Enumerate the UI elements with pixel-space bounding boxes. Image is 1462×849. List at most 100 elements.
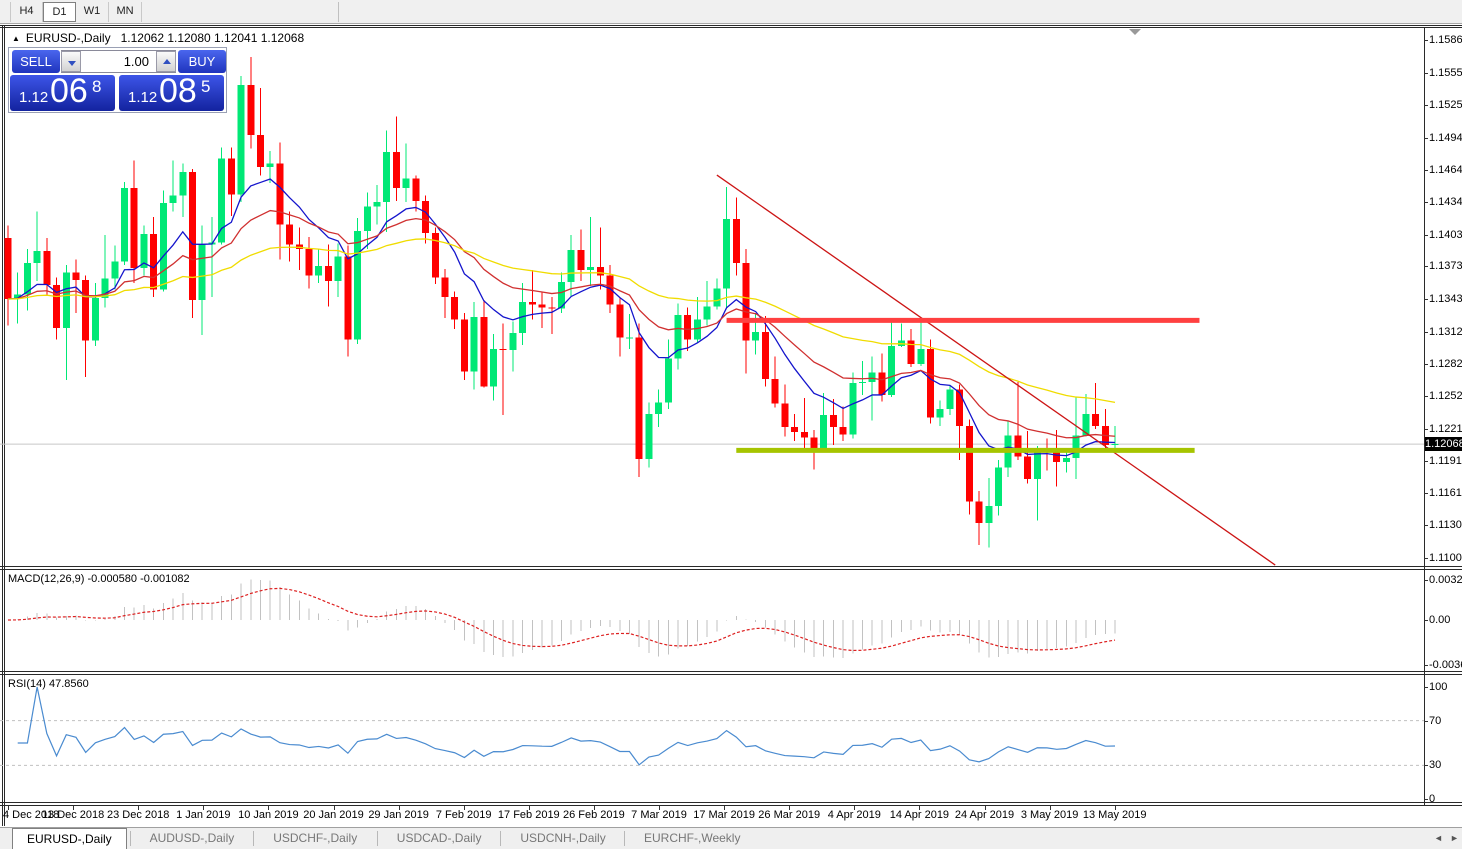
volume-decrease-button[interactable]: [61, 51, 81, 72]
date-axis-label: 3 May 2019: [1020, 809, 1079, 821]
symbol-tab-AUDUSDDaily[interactable]: AUDUSD-,Daily: [149, 831, 235, 845]
chart-shift-marker-icon[interactable]: [1129, 29, 1141, 35]
macd-axis-label: -0.003659: [1429, 658, 1462, 671]
price-axis-label: 1.13430: [1429, 293, 1462, 305]
date-axis-label: 26 Mar 2019: [758, 809, 821, 821]
timeframe-tab-W1[interactable]: W1: [76, 2, 109, 22]
volume-increase-button[interactable]: [156, 51, 176, 72]
price-axis-label: 1.14645: [1429, 163, 1462, 176]
chart-window-border-top2: [0, 27, 1462, 28]
chart-window-border-top: [0, 25, 1462, 26]
symbol-tab-EURCHFWeekly[interactable]: EURCHF-,Weekly: [644, 831, 741, 845]
price-axis-label: 1.11610: [1429, 486, 1462, 499]
date-axis-label: 20 Jan 2019: [303, 809, 364, 821]
date-axis-tick: [724, 806, 726, 810]
chart-tab-bar: ◄ ► EURUSD-,Daily AUDUSD-,Daily USDCHF-,Da…: [0, 827, 1462, 849]
timeframe-toolbar: H4 D1 W1 MN: [0, 0, 1462, 24]
date-axis-tick: [8, 806, 9, 810]
chart-window-border-left2: [4, 25, 5, 826]
toolbar-divider: [338, 2, 339, 22]
price-axis-tick: [1424, 169, 1428, 171]
timeframe-tab-MN[interactable]: MN: [109, 2, 142, 22]
symbol-tab-EURUSDDaily[interactable]: EURUSD-,Daily: [12, 828, 127, 849]
tab-separator: [500, 831, 502, 846]
timeframe-tab-D1[interactable]: D1: [43, 2, 76, 22]
volume-group: [61, 50, 176, 73]
price-axis-label: 1.14340: [1429, 196, 1462, 208]
rsi-axis-tick: [1424, 799, 1428, 800]
date-axis-tick: [1049, 806, 1051, 810]
macd-rsi-separator2: [0, 674, 1462, 675]
price-axis-tick: [1424, 234, 1428, 236]
date-axis-label: 17 Mar 2019: [693, 809, 755, 821]
price-axis-tick: [1424, 137, 1428, 139]
buy-price-big: 08: [159, 72, 197, 110]
date-axis-label: 7 Feb 2019: [435, 809, 492, 821]
date-axis-tick: [1114, 806, 1116, 810]
price-axis-label: 1.13125: [1429, 325, 1462, 338]
date-axis-tick: [268, 806, 270, 810]
date-axis-label: 1 Jan 2019: [176, 809, 231, 821]
rsi-axis-tick: [1424, 720, 1428, 722]
price-axis-label: 1.12820: [1429, 358, 1462, 371]
price-axis-label: 1.15250: [1429, 99, 1462, 112]
rsi-date-separator2: [0, 805, 1462, 806]
price-axis-tick: [1424, 331, 1428, 333]
rsi-date-separator: [0, 802, 1462, 803]
date-axis-label: 29 Jan 2019: [368, 809, 429, 821]
date-axis-label: 14 Apr 2019: [889, 809, 950, 821]
buy-price-box[interactable]: 1.12 08 5: [119, 72, 224, 111]
one-click-trading-panel: SELL BUY 1.12 06 8 1.12 08 5: [8, 47, 227, 113]
volume-input[interactable]: [82, 51, 155, 72]
scroll-left-arrow-button[interactable]: ◄: [1434, 833, 1443, 843]
buy-price-sup: 5: [201, 77, 211, 96]
date-axis-tick: [138, 806, 140, 810]
sell-price-sup: 8: [92, 77, 102, 96]
symbol-tab-USDCADDaily[interactable]: USDCAD-,Daily: [396, 831, 482, 845]
date-axis-label: 10 Jan 2019: [238, 809, 299, 821]
date-axis-label: 13 May 2019: [1082, 809, 1147, 821]
rsi-axis-label: 30: [1429, 759, 1442, 772]
price-axis-label: 1.11305: [1429, 519, 1462, 532]
date-axis-tick: [398, 806, 400, 810]
date-axis-tick: [593, 806, 595, 810]
date-axis-label: 7 Mar 2019: [631, 809, 687, 821]
date-axis-label: 4 Apr 2019: [827, 809, 881, 821]
date-axis-tick: [984, 806, 986, 810]
scroll-right-arrow-button[interactable]: ►: [1450, 833, 1459, 843]
price-axis-tick: [1424, 299, 1428, 300]
date-axis-tick: [854, 806, 856, 810]
symbol-tab-USDCHFDaily[interactable]: USDCHF-,Daily: [273, 831, 358, 845]
price-axis-label: 1.11000: [1429, 552, 1462, 564]
price-axis-tick: [1424, 364, 1428, 366]
date-axis-tick: [528, 806, 530, 810]
rsi-axis-label: 0: [1429, 793, 1436, 805]
symbol-tab-USDCNHDaily[interactable]: USDCNH-,Daily: [520, 831, 606, 845]
sell-button[interactable]: SELL: [12, 50, 60, 73]
collapse-triangle-icon[interactable]: ▲: [12, 34, 20, 43]
price-axis-label: 1.14945: [1429, 131, 1462, 144]
date-axis-tick: [463, 806, 465, 810]
rsi-axis-tick: [1424, 765, 1428, 767]
buy-button[interactable]: BUY: [178, 50, 226, 73]
arrow-down-icon: [68, 61, 76, 66]
price-axis-tick: [1424, 525, 1428, 527]
date-axis-label: 26 Feb 2019: [563, 809, 625, 821]
tab-separator: [253, 831, 255, 846]
chart-title: ▲ EURUSD-,Daily 1.12062 1.12080 1.12041 1.…: [12, 31, 304, 45]
timeframe-tab-H4[interactable]: H4: [10, 2, 43, 22]
buy-price-prefix: 1.12: [128, 89, 158, 106]
sell-price-prefix: 1.12: [19, 89, 49, 106]
rsi-axis-label: 70: [1429, 714, 1442, 727]
date-axis-tick: [73, 806, 75, 810]
price-axis-tick: [1424, 266, 1428, 268]
sell-price-box[interactable]: 1.12 06 8: [10, 72, 115, 111]
price-axis-tick: [1424, 202, 1428, 203]
date-axis-tick: [659, 806, 660, 810]
tab-separator: [624, 831, 625, 846]
price-axis-tick: [1424, 72, 1428, 74]
rsi-axis-label: 100: [1429, 681, 1448, 693]
date-axis-label: 17 Feb 2019: [497, 809, 560, 821]
